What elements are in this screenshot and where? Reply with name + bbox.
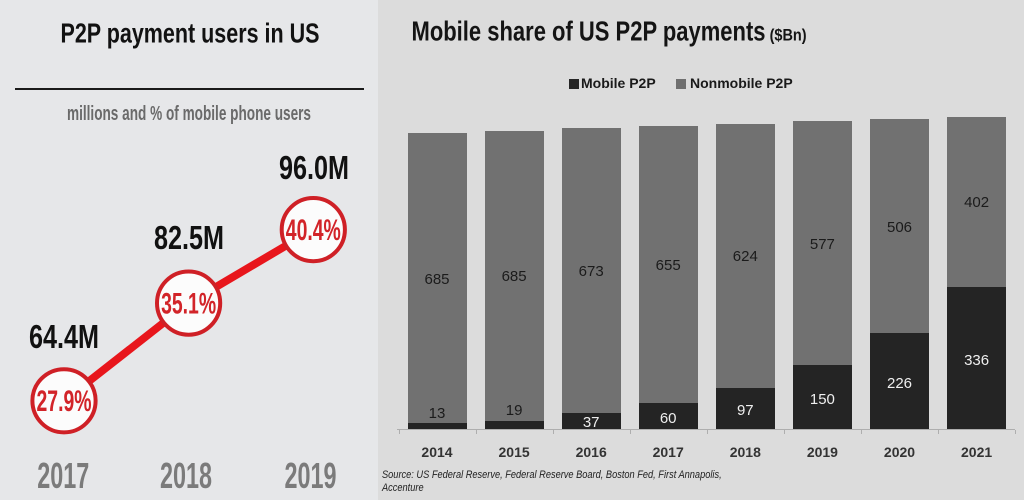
svg-text:Mobile share of US P2P payment: Mobile share of US P2P payments bbox=[412, 16, 766, 47]
svg-text:82.5M: 82.5M bbox=[154, 219, 224, 256]
svg-text:($Bn): ($Bn) bbox=[770, 26, 807, 45]
svg-text:2017: 2017 bbox=[37, 455, 89, 496]
svg-text:2018: 2018 bbox=[160, 455, 212, 496]
svg-text:35.1%: 35.1% bbox=[161, 288, 216, 321]
svg-text:P2P payment users in US: P2P payment users in US bbox=[61, 17, 320, 48]
svg-text:40.4%: 40.4% bbox=[286, 214, 341, 247]
svg-text:27.9%: 27.9% bbox=[37, 385, 92, 418]
svg-text:96.0M: 96.0M bbox=[279, 149, 349, 186]
svg-text:millions and % of mobile phone: millions and % of mobile phone users bbox=[67, 103, 311, 125]
svg-text:2019: 2019 bbox=[285, 455, 337, 496]
svg-text:64.4M: 64.4M bbox=[29, 318, 99, 355]
